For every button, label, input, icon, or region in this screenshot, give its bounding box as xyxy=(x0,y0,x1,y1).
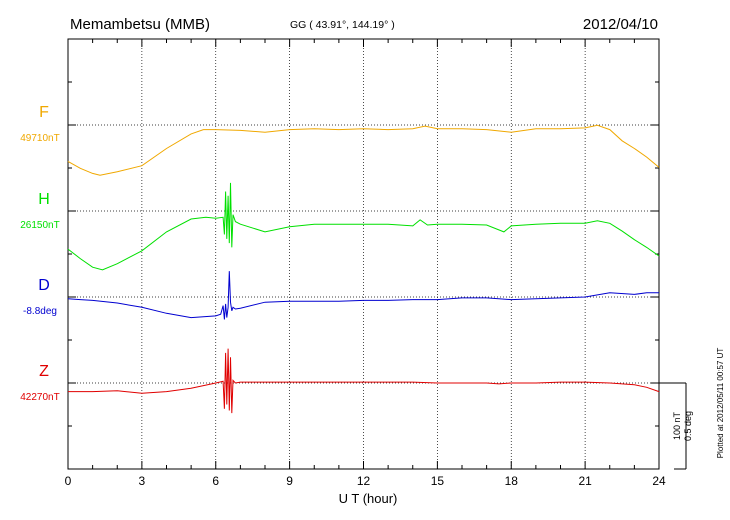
chart-date: 2012/04/10 xyxy=(583,16,658,33)
x-tick-label: 24 xyxy=(652,474,666,488)
scale-bar-deg-label: 0.5 deg xyxy=(683,411,693,441)
x-tick-label: 9 xyxy=(286,474,293,488)
series-line-h xyxy=(67,182,660,271)
series-name-f: F xyxy=(39,104,49,121)
grid-lines xyxy=(68,39,659,469)
series-line-d xyxy=(67,271,659,320)
x-tick-label: 15 xyxy=(431,474,445,488)
x-tick-label: 3 xyxy=(139,474,146,488)
plot-frame xyxy=(67,38,660,470)
scale-bar-nt-label: 100 nT xyxy=(672,411,682,440)
x-tick-label: 6 xyxy=(212,474,219,488)
series-baseline-h: 26150nT xyxy=(20,220,59,231)
series-name-z: Z xyxy=(39,363,49,380)
x-tick-label: 0 xyxy=(65,474,72,488)
x-tick-label: 12 xyxy=(357,474,371,488)
series-name-h: H xyxy=(38,191,50,208)
series-line-z xyxy=(68,348,660,414)
series-baseline-d: -8.8deg xyxy=(23,306,57,317)
x-tick-label: 21 xyxy=(578,474,592,488)
series-line-f xyxy=(67,124,660,176)
station-title: Memambetsu (MMB) xyxy=(70,16,210,33)
series-name-d: D xyxy=(38,277,50,294)
station-coords: GG ( 43.91°, 144.19° ) xyxy=(290,19,395,31)
axis-ticks xyxy=(67,39,660,469)
x-tick-label: 18 xyxy=(505,474,519,488)
series-baseline-z: 42270nT xyxy=(20,392,59,403)
plotted-timestamp: Plotted at 2012/05/11 00:57 UT xyxy=(716,348,725,459)
series-baseline-f: 49710nT xyxy=(20,133,59,144)
x-axis-label: U T (hour) xyxy=(339,491,398,506)
series-labels: F 49710nT H 26150nT D -8.8deg Z 42270nT xyxy=(20,104,59,403)
scale-bar xyxy=(659,382,687,470)
series-lines xyxy=(67,124,660,414)
x-tick-labels: 0 3 6 9 12 15 18 21 24 xyxy=(65,474,666,488)
